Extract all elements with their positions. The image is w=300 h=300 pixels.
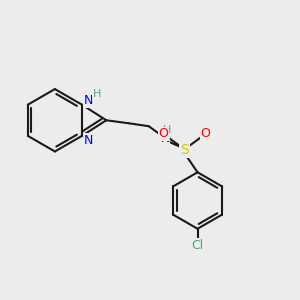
Text: O: O bbox=[200, 127, 210, 140]
Text: N: N bbox=[84, 94, 93, 107]
Text: H: H bbox=[93, 89, 101, 99]
Text: O: O bbox=[159, 127, 169, 140]
Text: H: H bbox=[163, 125, 172, 135]
Text: N: N bbox=[84, 134, 93, 146]
Text: N: N bbox=[160, 132, 170, 145]
Text: S: S bbox=[180, 143, 189, 157]
Text: Cl: Cl bbox=[191, 238, 204, 252]
